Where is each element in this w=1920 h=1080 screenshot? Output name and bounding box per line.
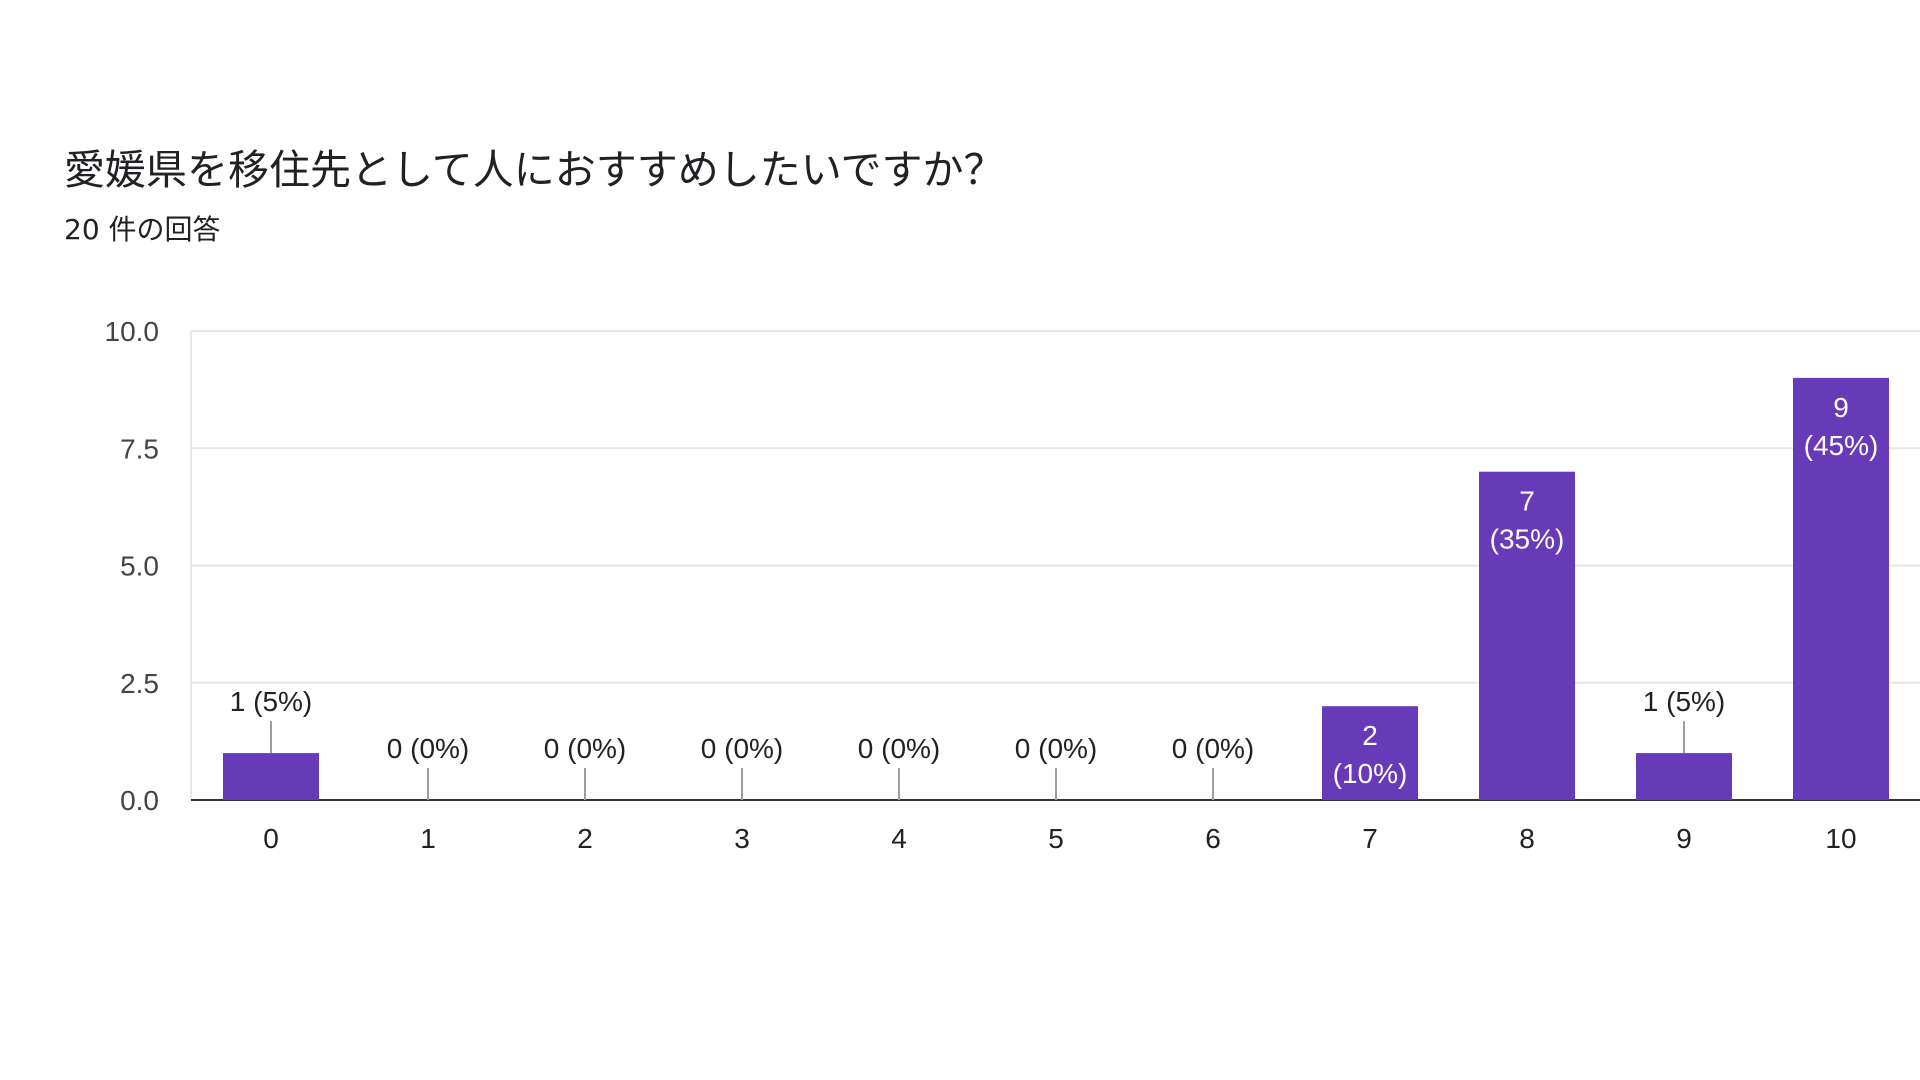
x-tick-label: 7 xyxy=(1362,823,1378,854)
y-tick-label: 10.0 xyxy=(105,316,160,347)
data-label: (45%) xyxy=(1804,430,1879,461)
x-axis-ticks: 0 1 2 3 4 5 6 7 8 9 10 xyxy=(263,823,1856,854)
gridlines xyxy=(190,330,1920,801)
data-label: 1 (5%) xyxy=(1643,686,1725,717)
data-label: 0 (0%) xyxy=(544,733,626,764)
data-label: 1 (5%) xyxy=(230,686,312,717)
x-tick-label: 8 xyxy=(1519,823,1535,854)
bar xyxy=(1322,706,1418,800)
x-tick-label: 6 xyxy=(1205,823,1221,854)
x-tick-label: 3 xyxy=(734,823,750,854)
x-tick-label: 9 xyxy=(1676,823,1692,854)
y-tick-label: 2.5 xyxy=(120,668,159,699)
data-label: 2 xyxy=(1362,720,1378,751)
bar xyxy=(1636,753,1732,800)
chart-title: 愛媛県を移住先として人におすすめしたいですか？ xyxy=(64,146,1005,194)
bar xyxy=(223,753,319,800)
data-label: 7 xyxy=(1519,486,1535,517)
bar xyxy=(1479,471,1575,800)
response-count: 20 件の回答 xyxy=(64,213,221,246)
data-label: (10%) xyxy=(1333,758,1408,789)
y-axis-ticks: 0.0 2.5 5.0 7.5 10.0 xyxy=(105,316,160,816)
y-tick-label: 7.5 xyxy=(120,433,159,464)
data-labels: 1 (5%) 0 (0%) 0 (0%) 0 (0%) 0 (0%) 0 (0%) 0 (0… xyxy=(230,392,1879,800)
data-label: 0 (0%) xyxy=(1015,733,1097,764)
x-tick-label: 10 xyxy=(1825,823,1856,854)
bars xyxy=(223,377,1889,800)
bar xyxy=(1793,377,1889,800)
x-tick-label: 5 xyxy=(1048,823,1064,854)
data-label: 9 xyxy=(1833,392,1849,423)
x-tick-label: 2 xyxy=(577,823,593,854)
x-tick-label: 1 xyxy=(420,823,436,854)
x-tick-label: 0 xyxy=(263,823,279,854)
y-tick-label: 0.0 xyxy=(120,785,159,816)
data-label: 0 (0%) xyxy=(858,733,940,764)
x-tick-label: 4 xyxy=(891,823,907,854)
data-label: 0 (0%) xyxy=(387,733,469,764)
y-tick-label: 5.0 xyxy=(120,551,159,582)
data-label: (35%) xyxy=(1490,524,1565,555)
data-label: 0 (0%) xyxy=(701,733,783,764)
data-label: 0 (0%) xyxy=(1172,733,1254,764)
